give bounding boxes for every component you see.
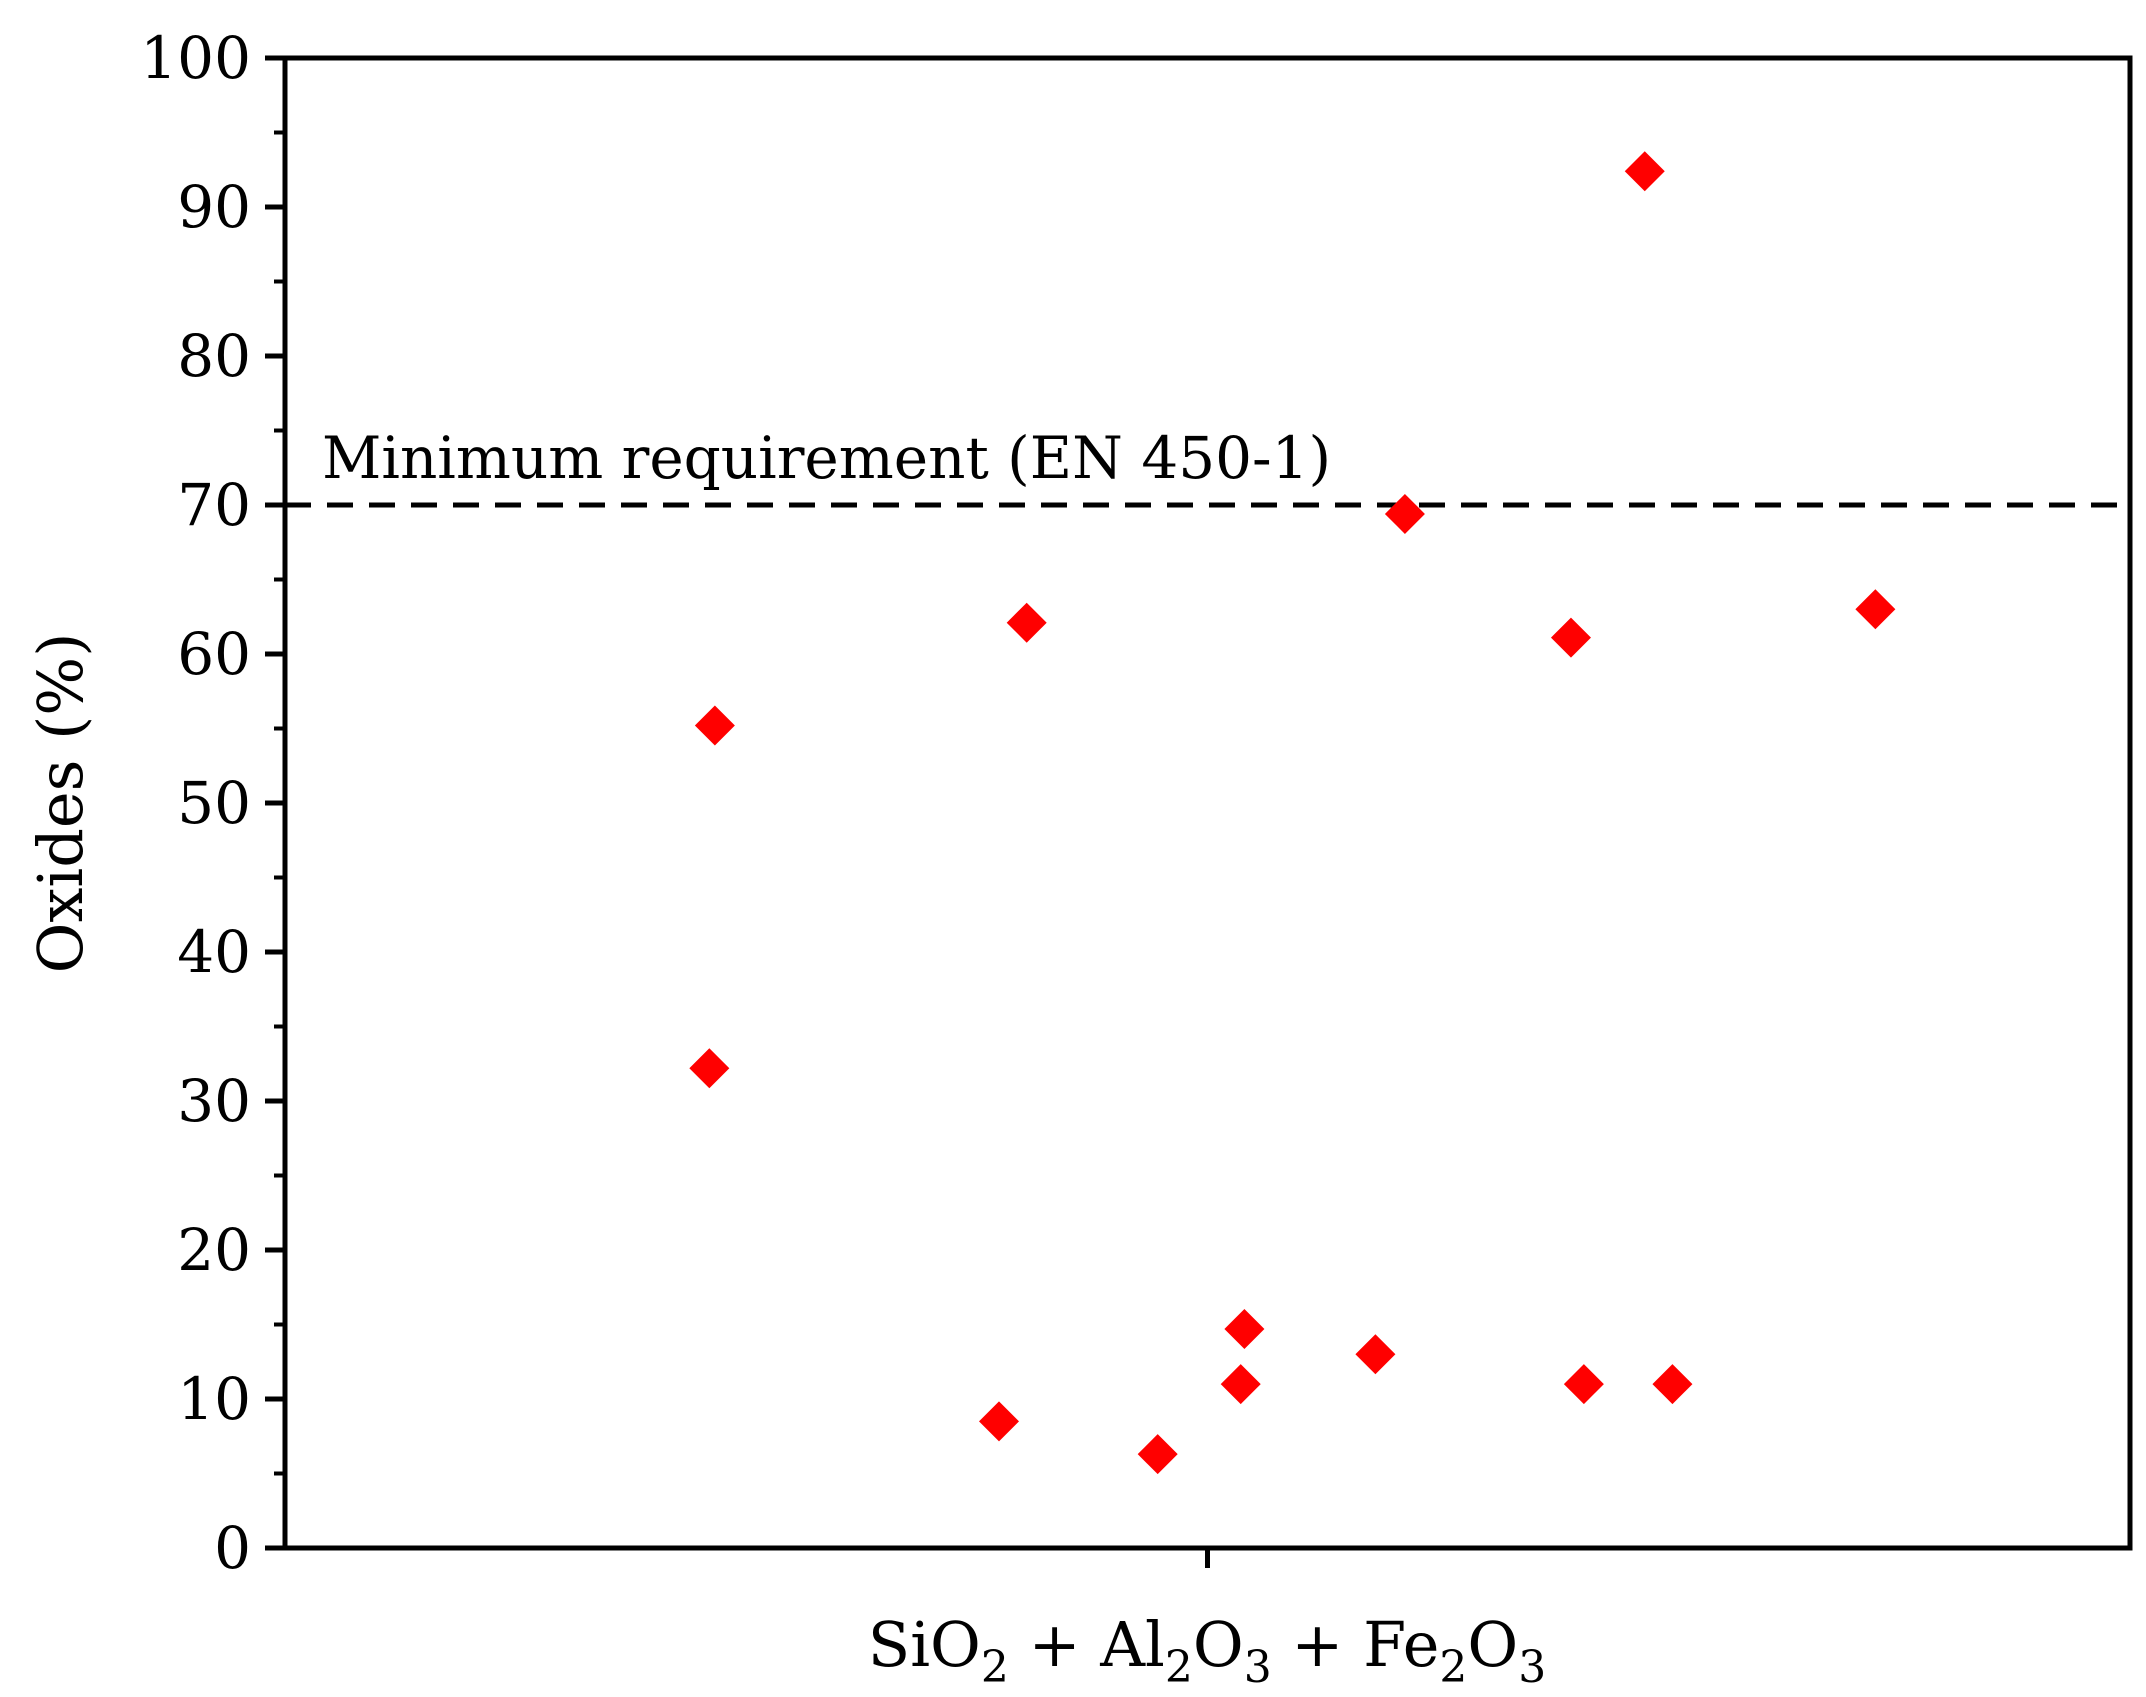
y-tick-label: 70 [177, 471, 251, 539]
x-axis-title-subscript: 3 [1518, 1642, 1546, 1693]
data-point [1563, 1364, 1604, 1405]
y-axis: 0 10 20 30 40 50 60 70 80 90 100 [140, 24, 1210, 1582]
x-axis-title-part: + Fe [1272, 1608, 1440, 1681]
y-tick-label: 60 [177, 620, 251, 688]
data-point [1384, 493, 1425, 534]
y-tick-label: 20 [177, 1216, 251, 1284]
data-point [1652, 1364, 1693, 1405]
y-tick-label: 40 [177, 918, 251, 986]
data-point [1855, 589, 1896, 630]
reference-line-label: Minimum requirement (EN 450-1) [322, 424, 1331, 492]
data-point [689, 1048, 730, 1089]
y-tick-label: 100 [140, 24, 251, 92]
y-axis-title: Oxides (%) [24, 633, 97, 974]
x-axis-title-part: O [1467, 1608, 1518, 1681]
y-tick-label: 90 [177, 173, 251, 241]
data-point [1137, 1434, 1178, 1475]
x-axis-title-subscript: 2 [1165, 1642, 1193, 1693]
y-tick-label: 10 [177, 1365, 251, 1433]
x-axis-title-part: SiO [868, 1608, 981, 1681]
data-point [1224, 1308, 1265, 1349]
x-axis-title-subscript: 2 [981, 1642, 1009, 1693]
data-points [689, 151, 1896, 1475]
y-tick-label: 0 [214, 1514, 251, 1582]
data-point [1220, 1364, 1261, 1405]
data-point [1355, 1334, 1396, 1375]
y-tick-label: 50 [177, 769, 251, 837]
x-axis-title-part: O [1193, 1608, 1244, 1681]
x-axis-title-subscript: 2 [1439, 1642, 1467, 1693]
data-point [1550, 617, 1591, 658]
data-point [1006, 602, 1047, 643]
plot-frame [282, 55, 2133, 1551]
data-point [979, 1401, 1020, 1442]
x-axis-title-part: + Al [1009, 1608, 1165, 1681]
data-point [694, 705, 735, 746]
data-point [1624, 151, 1665, 192]
y-tick-label: 80 [177, 322, 251, 390]
y-tick-label: 30 [177, 1067, 251, 1135]
x-axis-title-subscript: 3 [1244, 1642, 1272, 1693]
x-axis-title: SiO2 + Al2O3 + Fe2O3 [868, 1608, 1546, 1693]
